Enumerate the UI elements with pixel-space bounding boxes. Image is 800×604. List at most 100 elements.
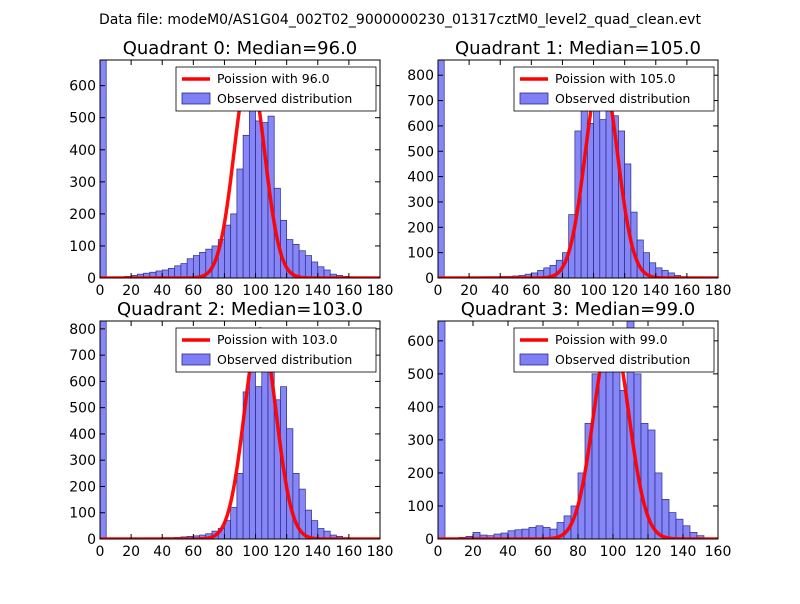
y-tick-label: 300: [69, 453, 96, 469]
histogram-bar: [255, 120, 263, 278]
plot-marks: [438, 321, 718, 539]
legend-histogram-label: Observed distribution: [217, 91, 352, 106]
poisson-curve: [438, 329, 718, 539]
y-tick-label: 0: [425, 532, 434, 548]
y-tick-label: 400: [69, 427, 96, 443]
x-tick-label: 80: [216, 544, 234, 560]
y-tick-label: 500: [69, 111, 96, 127]
x-tick-label: 40: [153, 283, 171, 299]
legend-histogram-label: Observed distribution: [555, 352, 690, 367]
y-tick-label: 0: [425, 271, 434, 287]
legend-poisson-label: Poission with 105.0: [555, 71, 676, 86]
legend-histogram-swatch: [519, 92, 549, 105]
quadrant-0-plot: 0 20 40 60 80 100 120 140 160 1800100200300400500…: [69, 38, 393, 299]
x-tick-label: 100: [242, 544, 269, 560]
legend: Poission with 99.0 Observed distribution: [513, 327, 715, 373]
histogram-bar: [675, 518, 684, 539]
panel-title: Quadrant 1: Median=105.0: [455, 38, 701, 59]
x-tick-label: 140: [304, 283, 331, 299]
histogram-bar: [668, 512, 677, 539]
histogram-bar: [261, 370, 269, 539]
panel-title: Quadrant 3: Median=99.0: [461, 299, 696, 320]
x-tick-label: 60: [184, 544, 202, 560]
legend-histogram-swatch: [181, 92, 211, 105]
y-tick-label: 200: [69, 207, 96, 223]
x-tick-label: 120: [635, 544, 662, 560]
y-tick-label: 100: [69, 506, 96, 522]
y-tick-label: 500: [407, 144, 434, 160]
legend: Poission with 103.0 Observed distribution: [175, 327, 377, 373]
x-tick-label: 140: [304, 544, 331, 560]
x-tick-label: 180: [367, 544, 394, 560]
x-tick-label: 160: [336, 283, 363, 299]
x-tick-label: 100: [580, 283, 607, 299]
y-tick-label: 100: [69, 239, 96, 255]
y-tick-label: 800: [407, 68, 434, 84]
histogram-bar: [224, 224, 232, 278]
y-tick-label: 600: [407, 119, 434, 135]
histogram-bar: [619, 390, 628, 539]
histogram-bar: [311, 261, 319, 278]
x-tick-label: 140: [670, 544, 697, 560]
histogram-bar: [586, 123, 594, 278]
legend: Poission with 96.0 Observed distribution: [175, 66, 377, 112]
histogram-bar: [304, 255, 312, 278]
y-tick-label: 100: [407, 499, 434, 515]
y-tick-label: 400: [407, 400, 434, 416]
histogram-bar: [599, 119, 607, 278]
y-tick-label: 500: [69, 401, 96, 417]
histogram-bar: [438, 321, 446, 539]
axes-frame: [99, 59, 381, 279]
histogram-bar: [242, 134, 250, 278]
x-tick-label: 60: [522, 283, 540, 299]
y-tick-label: 500: [407, 367, 434, 383]
histogram-bar: [248, 360, 256, 539]
histogram-bar: [535, 525, 544, 539]
y-tick-label: 200: [407, 220, 434, 236]
y-tick-label: 600: [69, 79, 96, 95]
histogram-bar: [236, 168, 244, 278]
histogram-bar: [661, 499, 670, 539]
legend: Poission with 105.0 Observed distribution: [513, 66, 715, 112]
histogram-bar: [186, 258, 194, 278]
poisson-curve: [100, 327, 380, 539]
x-tick-label: 20: [460, 283, 478, 299]
legend-histogram-label: Observed distribution: [217, 352, 352, 367]
x-tick-label: 120: [611, 283, 638, 299]
x-tick-label: 0: [96, 544, 105, 560]
legend-poisson-label: Poission with 103.0: [217, 332, 338, 347]
x-tick-label: 0: [434, 544, 443, 560]
legend-histogram-label: Observed distribution: [555, 91, 690, 106]
histogram-bar: [682, 525, 691, 539]
x-tick-label: 60: [534, 544, 552, 560]
histogram-bar: [174, 265, 182, 278]
x-tick-label: 80: [569, 544, 587, 560]
histogram-bar: [612, 366, 621, 539]
histogram-bar: [298, 250, 306, 278]
axes-frame: [437, 59, 719, 279]
histogram-bar: [236, 472, 244, 539]
x-tick-label: 40: [153, 544, 171, 560]
y-tick-label: 300: [69, 175, 96, 191]
histogram-bar: [180, 263, 188, 278]
y-tick-label: 600: [407, 334, 434, 350]
panel-title: Quadrant 0: Median=96.0: [123, 38, 358, 59]
x-tick-label: 180: [705, 283, 732, 299]
histogram-bar: [230, 507, 238, 539]
y-tick-label: 800: [69, 322, 96, 338]
histogram-bar: [292, 243, 300, 278]
x-tick-label: 80: [216, 283, 234, 299]
y-tick-label: 400: [407, 170, 434, 186]
y-tick-label: 100: [407, 246, 434, 262]
figure-suptitle: Data file: modeM0/AS1G04_002T02_90000002…: [99, 12, 701, 28]
quadrant-1-plot: 0 20 40 60 80 100 120 140 160 1800100200300400500…: [407, 38, 731, 299]
histogram-bar: [100, 60, 107, 278]
y-tick-label: 0: [87, 271, 96, 287]
y-tick-label: 200: [407, 466, 434, 482]
y-tick-label: 0: [87, 532, 96, 548]
y-tick-label: 200: [69, 479, 96, 495]
x-tick-label: 20: [464, 544, 482, 560]
quadrant-panels: 0 20 40 60 80 100 120 140 160 1800100200300400500…: [69, 38, 731, 560]
legend-histogram-swatch: [181, 353, 211, 366]
